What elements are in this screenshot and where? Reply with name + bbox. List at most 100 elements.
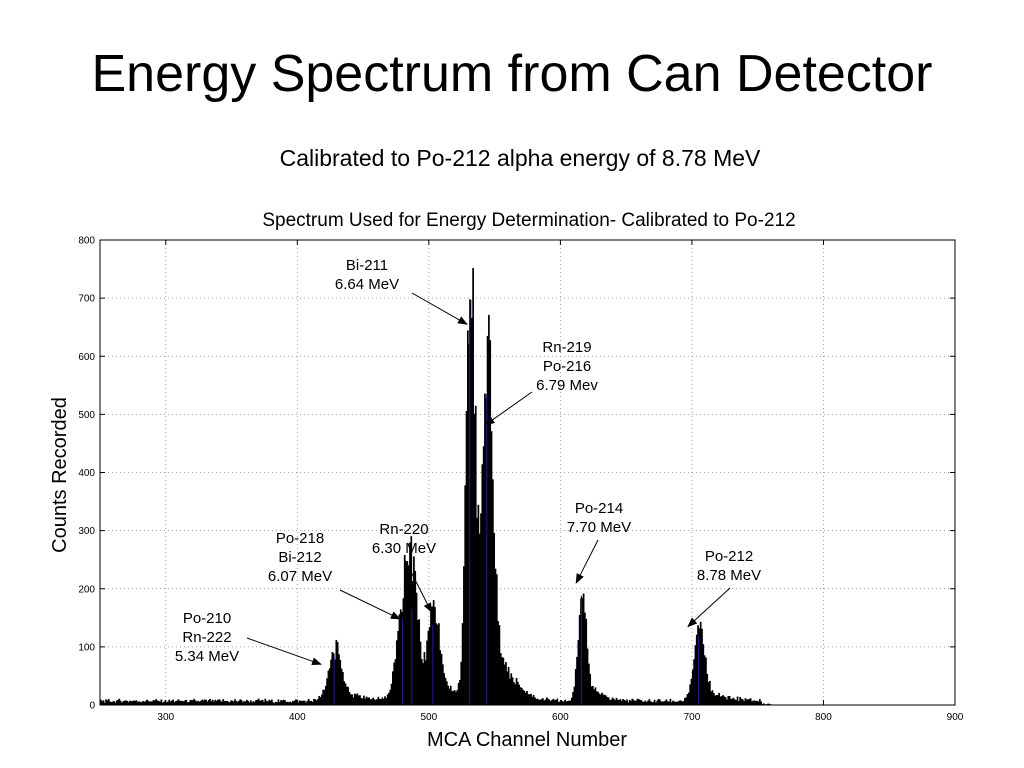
spectrum-bar <box>647 700 649 705</box>
spectrum-bar <box>395 640 398 705</box>
spectrum-bar <box>188 702 190 705</box>
spectrum-bar <box>267 701 269 705</box>
spectrum-bar <box>217 699 219 705</box>
spectrum-bar <box>623 699 626 705</box>
spectrum-bar <box>657 699 660 705</box>
spectrum-bar <box>626 699 628 705</box>
spectrum-bar <box>394 659 397 705</box>
spectrum-bar <box>348 691 351 705</box>
spectrum-bar <box>127 702 130 705</box>
spectrum-bar <box>449 685 452 705</box>
spectrum-bar <box>532 695 535 705</box>
spectrum-bar <box>307 698 310 705</box>
spectrum-bar <box>553 699 556 705</box>
spectrum-bar <box>317 699 319 705</box>
peak-annotation: Po-214 7.70 MeV <box>567 500 631 584</box>
spectrum-bar <box>502 657 505 705</box>
spectrum-bar <box>749 698 752 705</box>
spectrum-bar <box>710 691 713 705</box>
spectrum-bar <box>519 687 522 705</box>
spectrum-bar <box>584 612 586 705</box>
spectrum-bar <box>363 695 365 705</box>
spectrum-bar <box>430 610 432 705</box>
spectrum-bar <box>427 630 430 705</box>
spectrum-bar <box>455 691 457 705</box>
y-tick-label: 100 <box>78 642 95 653</box>
spectrum-bar <box>234 699 236 705</box>
spectrum-bar <box>556 698 559 705</box>
spectrum-bar <box>586 648 589 705</box>
spectrum-bar <box>426 640 428 705</box>
spectrum-bar <box>752 700 755 705</box>
y-tick-label: 500 <box>78 410 95 421</box>
spectrum-bar <box>198 701 201 705</box>
spectrum-bar <box>181 700 184 705</box>
spectrum-bar <box>560 700 563 705</box>
spectrum-bar <box>618 699 620 705</box>
spectrum-bar <box>180 700 182 705</box>
spectrum-bar <box>605 695 607 705</box>
spectrum-bar <box>547 698 549 705</box>
spectrum-bar <box>360 697 363 705</box>
spectrum-bar <box>135 700 138 705</box>
spectrum-bar <box>494 568 497 705</box>
spectrum-bar <box>139 701 142 705</box>
spectrum-bar <box>174 701 177 705</box>
spectrum-bar <box>102 700 105 705</box>
spectrum-bar <box>438 623 440 705</box>
slide-subtitle: Calibrated to Po-212 alpha energy of 8.7… <box>279 145 761 171</box>
spectrum-bar <box>589 673 592 705</box>
spectrum-bar <box>730 698 732 705</box>
spectrum-bar <box>436 624 439 705</box>
spectrum-bar <box>305 702 307 705</box>
spectrum-bar <box>442 664 444 705</box>
spectrum-bar <box>377 696 380 705</box>
spectrum-bar <box>606 697 609 705</box>
spectrum-bar <box>121 702 123 705</box>
spectrum-bar <box>635 700 638 705</box>
spectrum-bar <box>620 700 623 705</box>
spectrum-bar <box>659 699 661 705</box>
spectrum-bar <box>294 699 297 705</box>
spectrum-bar <box>480 513 482 705</box>
spectrum-bar <box>739 697 741 705</box>
spectrum-bar <box>664 700 667 705</box>
spectrum-bar <box>165 702 168 705</box>
spectrum-bar <box>478 533 481 705</box>
spectrum-bar <box>115 700 118 705</box>
spectrum-bar <box>370 699 373 705</box>
spectrum-bar <box>527 694 530 705</box>
spectrum-bar <box>465 411 468 705</box>
spectrum-bar <box>757 701 760 705</box>
spectrum-bar <box>610 699 613 705</box>
spectrum-bar <box>424 660 427 705</box>
spectrum-bar <box>489 340 492 705</box>
spectrum-bar <box>256 699 259 705</box>
x-axis-label: MCA Channel Number <box>427 729 627 751</box>
spectrum-bar <box>182 701 185 705</box>
spectrum-bar <box>463 566 465 705</box>
spectrum-bar <box>252 701 255 705</box>
spectrum-bar <box>230 700 232 705</box>
spectrum-bar <box>570 697 573 705</box>
spectrum-bar <box>409 542 411 705</box>
spectrum-bar <box>727 695 730 705</box>
spectrum-bar <box>728 695 731 705</box>
spectrum-bar <box>299 700 302 705</box>
spectrum-bar <box>403 554 406 705</box>
spectrum-bar <box>393 662 396 705</box>
spectrum-bar <box>506 671 509 705</box>
spectrum-bar <box>447 685 449 705</box>
spectrum-bar <box>107 698 110 705</box>
spectrum-bar <box>282 699 285 705</box>
spectrum-bar <box>522 689 524 705</box>
spectrum-bar <box>444 677 447 705</box>
spectrum-bar <box>407 565 410 705</box>
spectrum-bar <box>236 701 239 705</box>
spectrum-bar <box>242 702 244 705</box>
spectrum-bar <box>632 699 635 705</box>
spectrum-bar <box>144 701 147 705</box>
spectrum-bar <box>498 625 501 705</box>
spectrum-bar <box>720 696 723 705</box>
